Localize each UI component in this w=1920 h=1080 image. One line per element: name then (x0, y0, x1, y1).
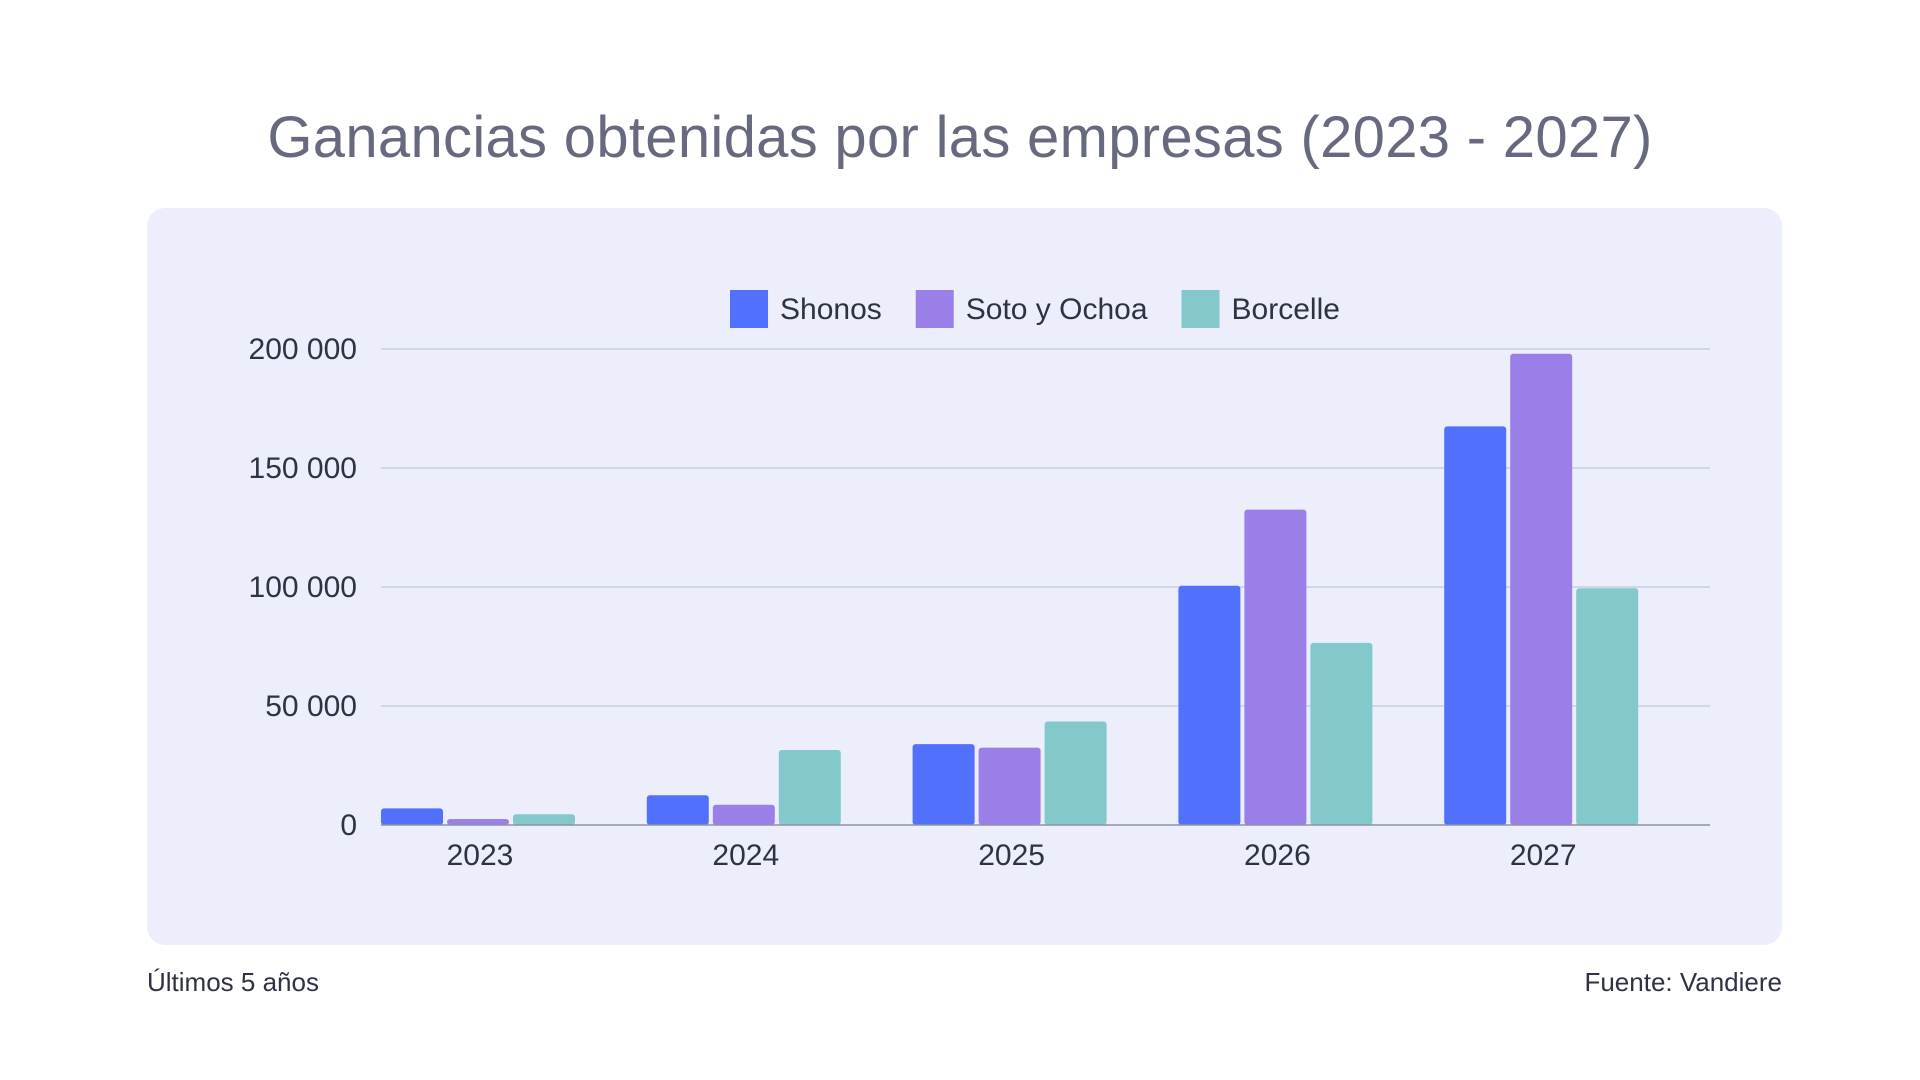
bar-shonos-2027 (1444, 426, 1507, 825)
bar-soto-y-ochoa-2025 (978, 747, 1041, 825)
bar-shonos-2024 (646, 795, 709, 825)
bar-borcelle-2023 (513, 814, 575, 825)
legend-swatch (1181, 290, 1220, 328)
x-tick-label: 2024 (712, 839, 779, 872)
bar-borcelle-2024 (778, 750, 841, 825)
bar-soto-y-ochoa-2024 (712, 804, 775, 825)
chart-title: Ganancias obtenidas por las empresas (20… (267, 105, 1653, 170)
bar-borcelle-2025 (1044, 721, 1107, 825)
legend-swatch (730, 290, 768, 328)
bar-soto-y-ochoa-2023 (447, 819, 509, 825)
x-tick-label: 2025 (978, 839, 1045, 872)
y-tick-label: 200 000 (249, 333, 357, 366)
x-tick-label: 2023 (447, 839, 514, 872)
bar-soto-y-ochoa-2027 (1510, 353, 1573, 825)
legend-label: Soto y Ochoa (966, 293, 1148, 326)
x-tick-label: 2026 (1244, 839, 1311, 872)
bar-soto-y-ochoa-2026 (1244, 509, 1307, 825)
x-tick-label: 2027 (1510, 839, 1577, 872)
period-note: Últimos 5 años (147, 967, 319, 997)
legend-swatch (915, 290, 954, 328)
bar-shonos-2023 (381, 808, 443, 825)
source-note: Fuente: Vandiere (1584, 967, 1782, 997)
bar-borcelle-2026 (1310, 642, 1373, 825)
y-tick-label: 50 000 (265, 690, 357, 723)
legend-label: Shonos (780, 293, 882, 326)
bar-shonos-2025 (912, 744, 975, 825)
y-tick-label: 0 (340, 809, 357, 842)
y-tick-label: 150 000 (249, 452, 357, 485)
legend-label: Borcelle (1232, 293, 1340, 326)
bar-borcelle-2027 (1576, 588, 1639, 825)
y-tick-label: 100 000 (249, 571, 357, 604)
bar-shonos-2026 (1178, 585, 1241, 825)
